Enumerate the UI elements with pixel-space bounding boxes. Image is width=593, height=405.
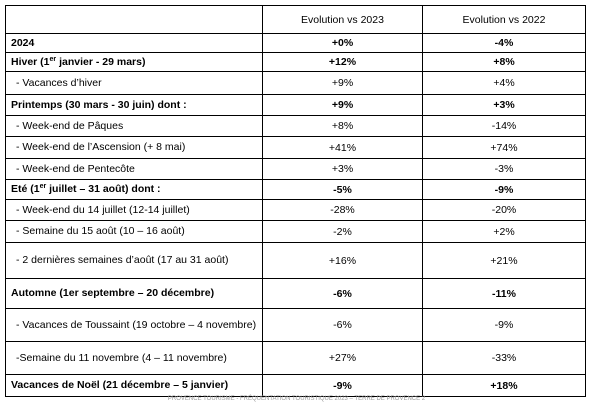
- value-cell: -11%: [422, 278, 586, 309]
- value-cell: -6%: [262, 278, 423, 309]
- value-cell: +21%: [422, 242, 586, 279]
- table-row: Eté (1er juillet – 31 août) dont : -5% -9%: [5, 179, 586, 200]
- label-part: juillet – 31 août) dont :: [46, 183, 161, 195]
- label-part: Eté (1: [11, 183, 40, 195]
- value-cell: +2%: [422, 220, 586, 243]
- value-cell: +8%: [262, 115, 423, 137]
- footer: PROVENCE TOURISME - FRÉQUENTATION TOURIS…: [167, 396, 426, 402]
- value-cell: +9%: [262, 94, 423, 116]
- row-label: Eté (1er juillet – 31 août) dont :: [5, 179, 263, 200]
- header-cell: [5, 5, 263, 34]
- table: Evolution vs 2023 Evolution vs 2022 2024…: [5, 5, 586, 397]
- header-cell: Evolution vs 2023: [262, 5, 423, 34]
- table-row: - Week-end du 14 juillet (12-14 juillet)…: [5, 199, 586, 221]
- table-row: - Week-end de Pâques +8% -14%: [5, 115, 586, 137]
- value-cell: -9%: [422, 308, 586, 342]
- row-label: - Vacances d’hiver: [5, 71, 263, 95]
- table-row: Hiver (1er janvier - 29 mars) +12% +8%: [5, 52, 586, 72]
- value-cell: -28%: [262, 199, 423, 221]
- row-label: Automne (1er septembre – 20 décembre): [5, 278, 263, 309]
- value-cell: -5%: [262, 179, 423, 200]
- row-label: -Semaine du 11 novembre (4 – 11 novembre…: [5, 341, 263, 375]
- table-row: - Week-end de Pentecôte +3% -3%: [5, 158, 586, 180]
- value-cell: -20%: [422, 199, 586, 221]
- row-label: - Vacances de Toussaint (19 octobre – 4 …: [5, 308, 263, 342]
- value-cell: +12%: [262, 52, 423, 72]
- header-row: Evolution vs 2023 Evolution vs 2022: [5, 5, 586, 34]
- value-cell: -14%: [422, 115, 586, 137]
- row-label: Vacances de Noël (21 décembre – 5 janvie…: [5, 374, 263, 397]
- row-label: - Week-end de Pentecôte: [5, 158, 263, 180]
- value-cell: -3%: [422, 158, 586, 180]
- row-label: - Week-end de Pâques: [5, 115, 263, 137]
- value-cell: +0%: [262, 33, 423, 53]
- value-cell: +3%: [422, 94, 586, 116]
- row-label: Printemps (30 mars - 30 juin) dont :: [5, 94, 263, 116]
- label-part: Hiver (1: [11, 55, 50, 68]
- row-label: 2024: [5, 33, 263, 53]
- row-label: - Week-end de l’Ascension (+ 8 mai): [5, 136, 263, 159]
- table-row: -Semaine du 11 novembre (4 – 11 novembre…: [5, 341, 586, 375]
- table-row: Vacances de Noël (21 décembre – 5 janvie…: [5, 374, 586, 397]
- table-row: Automne (1er septembre – 20 décembre) -6%…: [5, 278, 586, 309]
- table-row: - Vacances de Toussaint (19 octobre – 4 …: [5, 308, 586, 342]
- value-cell: -2%: [262, 220, 423, 243]
- label-part: er: [39, 183, 47, 190]
- value-cell: +27%: [262, 341, 423, 375]
- value-cell: -9%: [262, 374, 423, 397]
- value-cell: +9%: [262, 71, 423, 95]
- value-cell: -33%: [422, 341, 586, 375]
- value-cell: -9%: [422, 179, 586, 200]
- header-cell: Evolution vs 2022: [422, 5, 586, 34]
- value-cell: -6%: [262, 308, 423, 342]
- value-cell: +74%: [422, 136, 586, 159]
- table-row: - Week-end de l’Ascension (+ 8 mai) +41% +…: [5, 136, 586, 159]
- value-cell: +18%: [422, 374, 586, 397]
- value-cell: +41%: [262, 136, 423, 159]
- label-part: janvier - 29 mars): [56, 55, 146, 68]
- value-cell: +16%: [262, 242, 423, 279]
- value-cell: +3%: [262, 158, 423, 180]
- value-cell: +8%: [422, 52, 586, 72]
- table-row: - Vacances d’hiver +9% +4%: [5, 71, 586, 95]
- row-label: - 2 dernières semaines d’août (17 au 31 …: [5, 242, 263, 279]
- table-row: 2024 +0% -4%: [5, 33, 586, 53]
- label-part: er: [49, 55, 57, 63]
- table-row: Printemps (30 mars - 30 juin) dont : +9% +…: [5, 94, 586, 116]
- row-label: - Semaine du 15 août (10 – 16 août): [5, 220, 263, 243]
- table-row: - Semaine du 15 août (10 – 16 août) -2% +2…: [5, 220, 586, 243]
- row-label: - Week-end du 14 juillet (12-14 juillet): [5, 199, 263, 221]
- table-row: - 2 dernières semaines d’août (17 au 31 …: [5, 242, 586, 279]
- value-cell: -4%: [422, 33, 586, 53]
- value-cell: +4%: [422, 71, 586, 95]
- row-label: Hiver (1er janvier - 29 mars): [5, 52, 263, 72]
